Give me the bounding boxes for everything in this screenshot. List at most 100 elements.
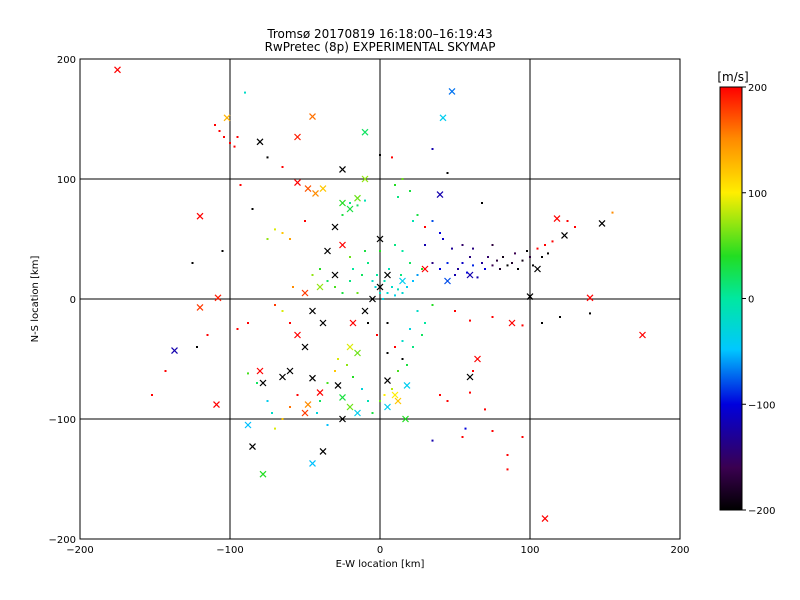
data-point-dot xyxy=(439,232,441,234)
data-point-dot xyxy=(281,310,284,312)
data-point-dot xyxy=(271,412,273,414)
data-point-dot xyxy=(400,274,402,276)
data-point-x xyxy=(319,447,327,455)
data-point-x xyxy=(309,113,316,121)
data-point-dot xyxy=(346,364,348,366)
data-point-dot xyxy=(236,136,239,138)
data-point-x xyxy=(508,319,516,327)
y-tick-label: −100 xyxy=(49,415,76,426)
data-point-dot xyxy=(247,322,249,324)
data-point-dot xyxy=(316,412,318,414)
data-point-dot xyxy=(551,240,554,243)
data-point-dot xyxy=(416,274,419,276)
data-point-dot xyxy=(547,252,549,255)
data-point-dot xyxy=(247,372,249,375)
data-point-dot xyxy=(239,184,242,186)
data-point-dot xyxy=(164,370,167,372)
data-point-dot xyxy=(386,352,389,354)
data-point-dot xyxy=(401,178,404,180)
data-point-x xyxy=(376,283,384,291)
data-point-dot xyxy=(394,184,396,186)
data-point-dot xyxy=(266,238,269,240)
data-point-dot xyxy=(416,310,419,312)
data-point-dot xyxy=(296,394,299,396)
data-point-dot xyxy=(251,208,254,210)
data-point-x xyxy=(376,235,384,243)
data-point-x xyxy=(421,265,429,273)
x-tick-label: −100 xyxy=(216,545,243,556)
colorbar-tick-label: 200 xyxy=(748,83,767,94)
data-point-x xyxy=(474,355,481,363)
data-point-x xyxy=(402,415,409,423)
data-point-x xyxy=(444,277,451,285)
data-point-dot xyxy=(412,346,414,348)
data-point-dot xyxy=(461,244,464,246)
data-point-dot xyxy=(206,334,209,336)
data-point-dot xyxy=(401,250,404,252)
data-point-dot xyxy=(506,264,509,267)
data-point-dot xyxy=(311,274,314,276)
data-point-dot xyxy=(383,394,386,396)
data-point-dot xyxy=(431,304,434,306)
data-point-dot xyxy=(469,256,471,258)
data-point-x xyxy=(586,294,594,302)
data-point-x xyxy=(354,409,361,417)
data-point-x xyxy=(349,319,357,327)
data-point-x xyxy=(196,212,204,220)
data-point-dot xyxy=(454,274,456,276)
data-point-x xyxy=(403,381,411,389)
data-point-x xyxy=(249,443,256,451)
data-point-dot xyxy=(464,427,467,430)
data-point-dot xyxy=(521,436,524,438)
data-point-dot xyxy=(442,238,444,240)
data-point-dot xyxy=(521,259,524,262)
data-point-dot xyxy=(491,316,494,318)
data-point-x xyxy=(286,367,294,375)
data-point-dot xyxy=(379,154,381,156)
data-point-dot xyxy=(376,274,378,276)
data-point-dot xyxy=(536,247,539,250)
data-point-dot xyxy=(266,156,269,159)
data-point-dot xyxy=(401,292,404,294)
data-point-x xyxy=(279,373,286,381)
data-point-x xyxy=(259,470,267,478)
data-point-dot xyxy=(386,322,389,324)
data-point-dot xyxy=(388,268,390,270)
data-point-dot xyxy=(481,202,483,204)
data-point-x xyxy=(391,391,399,399)
data-point-dot xyxy=(409,262,411,264)
data-point-dot xyxy=(292,286,294,288)
data-point-dot xyxy=(491,264,494,267)
y-tick-label: 200 xyxy=(57,55,76,66)
data-point-dot xyxy=(406,286,408,288)
data-point-dot xyxy=(517,268,519,270)
data-point-x xyxy=(223,114,231,122)
data-point-dot xyxy=(457,268,459,270)
colorbar-tick-label: 100 xyxy=(748,189,767,200)
data-point-dot xyxy=(431,262,434,264)
data-point-dot xyxy=(394,294,396,297)
data-point-x xyxy=(384,271,391,279)
data-point-dot xyxy=(521,324,524,327)
scatter-points xyxy=(114,66,646,523)
data-point-dot xyxy=(356,204,359,207)
data-point-dot xyxy=(289,322,291,324)
data-point-dot xyxy=(394,346,396,348)
data-point-dot xyxy=(506,468,509,471)
data-point-dot xyxy=(454,310,456,312)
data-point-dot xyxy=(472,370,474,372)
data-point-dot xyxy=(391,286,393,288)
data-point-dot xyxy=(421,268,423,270)
data-point-dot xyxy=(326,424,329,426)
data-point-dot xyxy=(337,358,339,360)
y-tick-label: 100 xyxy=(57,175,76,186)
data-point-dot xyxy=(502,256,504,258)
data-point-dot xyxy=(382,298,384,300)
data-point-x xyxy=(361,307,369,315)
data-point-x xyxy=(331,223,339,231)
data-point-x xyxy=(466,373,474,381)
data-point-x xyxy=(598,219,606,227)
data-point-dot xyxy=(541,322,543,324)
